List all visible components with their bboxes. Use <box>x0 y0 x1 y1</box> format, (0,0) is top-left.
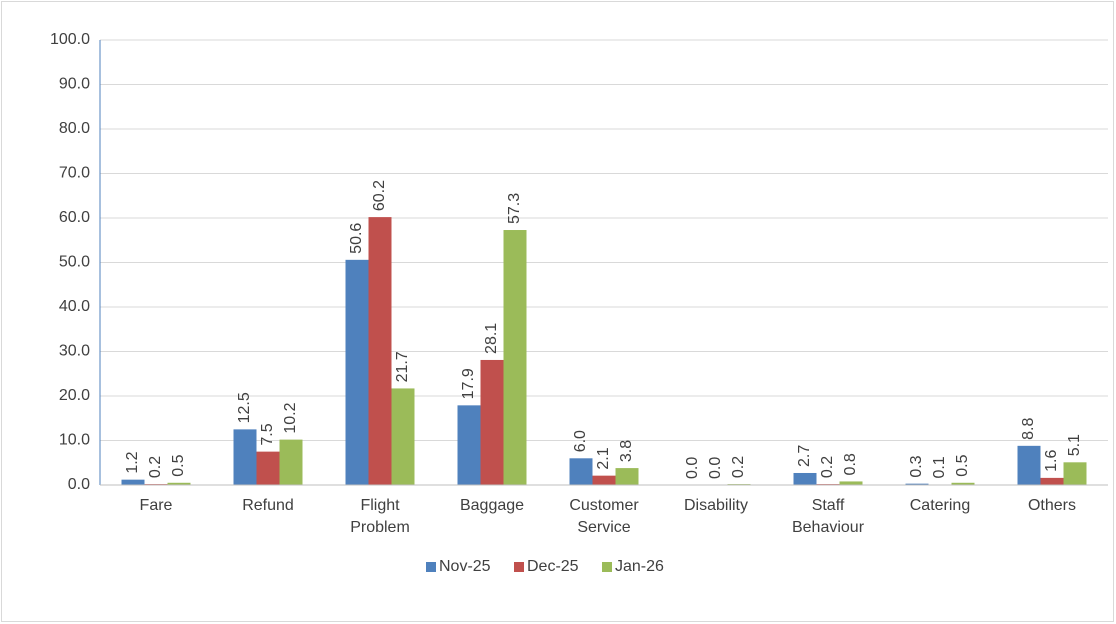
y-tick-label: 10.0 <box>59 432 90 449</box>
value-label: 50.6 <box>348 223 365 254</box>
legend-label: Jan-26 <box>615 558 664 575</box>
x-tick-label: Refund <box>242 497 294 514</box>
legend-label: Dec-25 <box>527 558 579 575</box>
bar <box>592 475 616 485</box>
value-label: 0.5 <box>170 454 187 476</box>
x-tick-label: Fare <box>139 497 173 514</box>
value-label: 0.2 <box>730 456 747 478</box>
value-label: 2.1 <box>595 447 612 469</box>
bar <box>1063 462 1087 485</box>
bar <box>368 217 392 486</box>
x-tick-label: Catering <box>909 497 971 514</box>
bar <box>905 483 929 485</box>
value-label: 7.5 <box>259 423 276 445</box>
bar <box>793 472 817 485</box>
value-label: 0.2 <box>147 456 164 478</box>
value-label: 21.7 <box>394 351 411 382</box>
legend-swatch <box>514 562 524 572</box>
y-tick-label: 20.0 <box>59 387 90 404</box>
bar <box>391 388 415 485</box>
bar <box>167 482 191 485</box>
y-tick-label: 30.0 <box>59 343 90 360</box>
value-label: 0.0 <box>684 457 701 479</box>
value-label: 2.7 <box>796 445 813 467</box>
y-tick-label: 70.0 <box>59 165 90 182</box>
bar <box>233 429 257 485</box>
x-tick-label: Baggage <box>459 497 525 514</box>
bar <box>569 458 593 485</box>
value-label: 60.2 <box>371 180 388 211</box>
y-tick-label: 80.0 <box>59 120 90 137</box>
y-tick-label: 40.0 <box>59 298 90 315</box>
value-label: 0.8 <box>842 453 859 475</box>
value-label: 12.5 <box>236 392 253 423</box>
value-label: 0.2 <box>819 456 836 478</box>
value-label: 0.0 <box>707 457 724 479</box>
legend-swatch <box>602 562 612 572</box>
bar <box>1017 445 1041 485</box>
bar <box>279 439 303 485</box>
bar <box>951 482 975 485</box>
bar <box>345 259 369 485</box>
value-label: 10.2 <box>282 402 299 433</box>
y-tick-label: 60.0 <box>59 209 90 226</box>
bar <box>615 468 639 485</box>
value-label: 17.9 <box>460 368 477 399</box>
y-tick-label: 50.0 <box>59 254 90 271</box>
value-label: 1.6 <box>1043 450 1060 472</box>
value-label: 0.3 <box>908 455 925 477</box>
y-tick-label: 90.0 <box>59 76 90 93</box>
y-tick-label: 100.0 <box>50 31 90 48</box>
bar <box>1040 477 1064 485</box>
x-tick-label: Customer Service <box>569 497 639 536</box>
value-label: 57.3 <box>506 193 523 224</box>
x-tick-label: Flight Problem <box>350 497 410 536</box>
bar <box>457 405 481 485</box>
value-label: 0.1 <box>931 456 948 478</box>
value-label: 5.1 <box>1066 434 1083 456</box>
bar <box>480 359 504 485</box>
value-label: 3.8 <box>618 440 635 462</box>
bar <box>839 481 863 485</box>
bar <box>256 451 280 485</box>
x-tick-label: Disability <box>683 497 748 514</box>
value-label: 6.0 <box>572 430 589 452</box>
legend-label: Nov-25 <box>439 558 491 575</box>
y-tick-label: 0.0 <box>68 476 90 493</box>
legend-swatch <box>426 562 436 572</box>
value-label: 8.8 <box>1020 417 1037 439</box>
bar <box>503 230 527 485</box>
x-tick-label: Staff Behaviour <box>791 497 865 536</box>
value-label: 1.2 <box>124 451 141 473</box>
value-label: 0.5 <box>954 454 971 476</box>
bar <box>121 479 145 485</box>
value-label: 28.1 <box>483 323 500 354</box>
x-tick-label: Others <box>1027 497 1076 514</box>
